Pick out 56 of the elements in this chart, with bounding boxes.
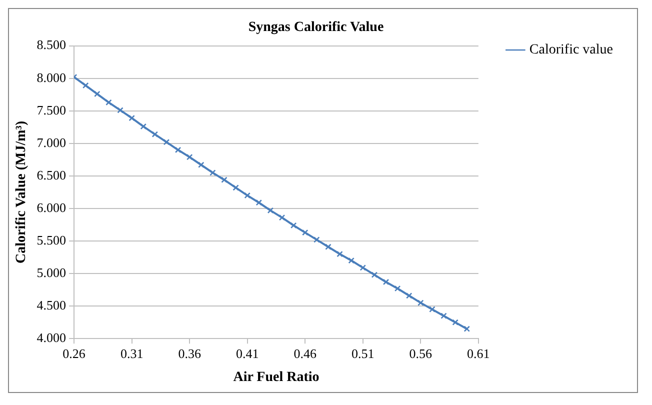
y-tick-label: 7.500: [36, 102, 66, 118]
x-tick-label: 0.36: [178, 346, 202, 361]
point: [429, 306, 436, 312]
point: [418, 300, 424, 306]
chart-title: Syngas Calorific Value: [248, 20, 384, 36]
point: [382, 278, 390, 286]
point: [336, 250, 343, 258]
point: [117, 107, 124, 114]
y-axis-title: Calorific Value (MJ/m³): [14, 120, 30, 264]
point: [452, 319, 458, 326]
point: [174, 146, 182, 154]
point: [325, 244, 332, 250]
point: [256, 199, 262, 206]
x-tick-label: 0.31: [120, 346, 144, 361]
point: [140, 123, 146, 130]
x-tick-label: 0.26: [62, 346, 86, 361]
x-tick-label: 0.41: [236, 346, 259, 361]
point: [221, 176, 228, 183]
point: [348, 257, 354, 264]
point: [152, 131, 158, 138]
point: [128, 114, 135, 122]
point: [106, 99, 112, 106]
point: [406, 292, 412, 299]
y-tick-label: 8.500: [36, 37, 66, 52]
x-tick-label: 0.46: [294, 346, 317, 361]
point: [244, 192, 250, 199]
point: [440, 312, 447, 319]
y-tick-label: 5.000: [36, 264, 66, 280]
point: [186, 154, 193, 160]
y-tick-label: 6.000: [36, 200, 66, 215]
point: [210, 170, 216, 176]
point: [302, 229, 308, 236]
y-tick-label: 7.000: [36, 134, 66, 150]
x-tick-label: 0.51: [352, 346, 374, 361]
point: [232, 184, 239, 191]
point: [198, 162, 204, 168]
y-tick-label: 4.000: [36, 330, 66, 346]
point: [290, 222, 297, 229]
point: [360, 264, 366, 271]
x-tick-label: 0.56: [409, 346, 433, 361]
point: [314, 236, 320, 243]
point: [371, 272, 378, 278]
y-tick-label: 8.000: [36, 70, 66, 85]
y-tick-label: 4.500: [36, 297, 66, 312]
point: [464, 326, 470, 332]
point: [163, 138, 170, 146]
point: [82, 82, 89, 89]
point: [278, 214, 286, 221]
y-tick-label: 5.500: [36, 232, 66, 248]
x-axis-title: Air Fuel Ratio: [233, 370, 320, 386]
point: [267, 207, 274, 214]
point: [394, 285, 401, 292]
legend-label: Calorific value: [529, 42, 613, 58]
x-tick-label: 0.61: [467, 346, 490, 361]
point: [94, 90, 100, 98]
y-tick-label: 6.500: [36, 167, 66, 182]
